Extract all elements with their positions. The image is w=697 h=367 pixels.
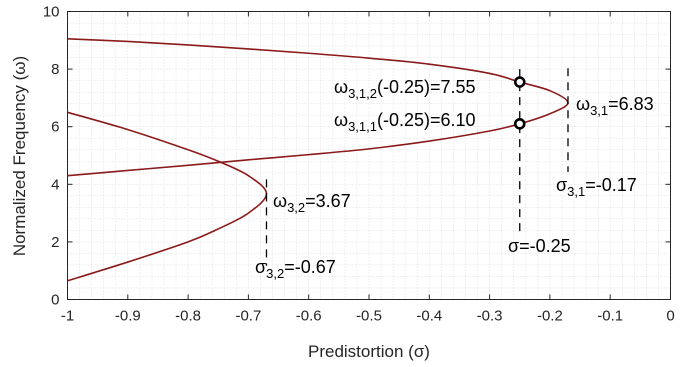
x-tick-label: -0.6 [296, 308, 322, 325]
y-tick-label: 4 [51, 176, 59, 193]
grid [67, 11, 671, 300]
x-tick-label: -0.1 [597, 308, 623, 325]
x-tick-label: -0.7 [235, 308, 261, 325]
annotation-omega-3-1: ω3,1=6.83 [576, 94, 654, 118]
y-axis-ticks: 0 2 4 6 8 10 [43, 4, 671, 309]
annotation-sigma: σ=-0.25 [508, 236, 571, 256]
series-curve-2 [67, 111, 268, 282]
marker-point [513, 118, 526, 130]
annotation-sigma-3-2: σ3,2=-0.67 [255, 257, 336, 281]
x-tick-label: -0.3 [477, 308, 503, 325]
y-tick-label: 0 [51, 292, 59, 309]
x-axis-label: Predistortion (σ) [308, 342, 430, 361]
y-axis-label: Normalized Frequency (ω) [10, 56, 29, 256]
x-axis-ticks: -1 -0.9 -0.8 -0.7 -0.6 -0.5 -0.4 -0.3 -0.2 -0.1 0 [61, 11, 675, 325]
x-tick-label: -0.9 [115, 308, 141, 325]
annotation-omega-3-2: ω3,2=3.67 [273, 191, 351, 215]
annotation-omega-3-1-1: ω3,1,1(-0.25)=6.10 [334, 110, 476, 134]
x-tick-label: -0.4 [416, 308, 442, 325]
annotation-sigma-3-1: σ3,1=-0.17 [556, 175, 637, 199]
y-tick-label: 2 [51, 234, 59, 251]
x-tick-label: -0.2 [537, 308, 563, 325]
curves [67, 38, 569, 282]
x-tick-label: 0 [666, 308, 674, 325]
y-tick-label: 10 [43, 4, 60, 21]
x-tick-label: -1 [61, 308, 74, 325]
y-tick-label: 8 [51, 61, 59, 78]
guide-lines [265, 68, 569, 266]
marker-point [513, 76, 526, 88]
annotation-omega-3-1-2: ω3,1,2(-0.25)=7.55 [334, 77, 476, 101]
x-tick-label: -0.5 [356, 308, 382, 325]
series-curve-1 [67, 38, 569, 177]
markers [513, 76, 526, 130]
x-tick-label: -0.8 [175, 308, 201, 325]
y-tick-label: 6 [51, 119, 59, 136]
